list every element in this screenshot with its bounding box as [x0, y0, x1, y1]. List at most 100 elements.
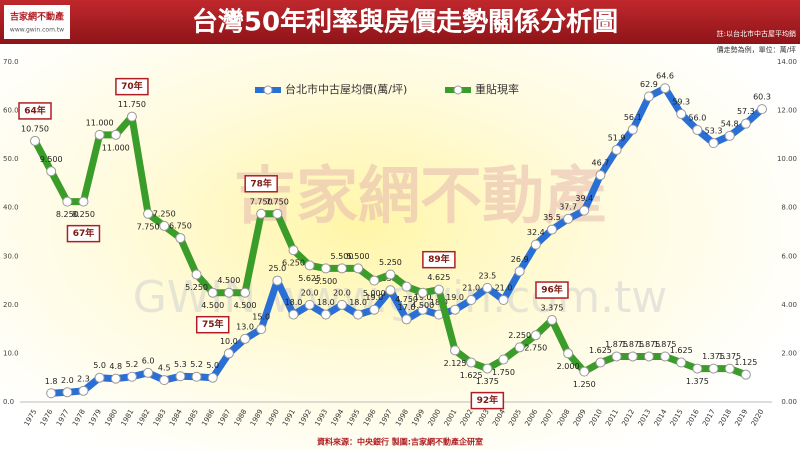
- value-label: 7.750: [266, 197, 289, 206]
- title-bar: [0, 0, 800, 44]
- value-label: 15.0: [252, 313, 270, 322]
- point: [757, 104, 767, 115]
- legend-label: 重貼現率: [475, 82, 519, 96]
- value-label: 56.1: [624, 113, 642, 122]
- point: [94, 129, 105, 140]
- value-label: 5.500: [331, 252, 354, 261]
- value-label: 25.0: [268, 264, 286, 273]
- point: [611, 351, 622, 362]
- value-label: 17.0: [398, 303, 416, 312]
- point: [643, 351, 654, 362]
- point: [466, 295, 477, 305]
- value-label: 23.5: [478, 271, 496, 280]
- legend-marker: [453, 85, 463, 95]
- value-label: 11.000: [102, 143, 130, 152]
- point: [482, 282, 493, 293]
- annotation-box: [66, 224, 101, 243]
- point: [660, 351, 671, 362]
- point: [579, 205, 590, 216]
- point: [175, 371, 186, 382]
- point: [482, 363, 493, 374]
- value-label: 1.625: [460, 371, 483, 380]
- value-label: 4.625: [427, 273, 450, 282]
- annotation: 70年: [121, 80, 143, 92]
- y-tick-label: 20.0: [3, 301, 19, 309]
- y-tick-label: 30.0: [3, 252, 19, 260]
- point: [126, 111, 137, 122]
- annotation-box: [115, 77, 149, 96]
- value-label: 4.750: [395, 295, 418, 304]
- point: [126, 371, 137, 382]
- point: [110, 129, 121, 140]
- value-label: 1.250: [573, 380, 596, 389]
- value-label: 7.250: [153, 209, 176, 218]
- point: [708, 138, 719, 149]
- value-label: 60.3: [753, 93, 771, 102]
- value-label: 57.3: [737, 107, 755, 116]
- point: [417, 304, 428, 315]
- point: [433, 284, 444, 295]
- point: [46, 388, 57, 399]
- y-tick-label: 70.0: [3, 58, 19, 66]
- value-label: 1.625: [670, 346, 693, 355]
- point: [207, 287, 218, 298]
- point: [530, 239, 541, 250]
- value-label: 19.0: [365, 293, 383, 302]
- point: [385, 285, 396, 296]
- value-label: 1.375: [718, 352, 741, 361]
- point: [191, 269, 202, 280]
- point: [611, 144, 622, 155]
- value-label: 2.125: [444, 359, 467, 368]
- value-label: 10.0: [220, 337, 238, 346]
- annotation-box: [195, 315, 230, 334]
- value-label: 2.0: [61, 376, 74, 385]
- value-label: 18.0: [317, 298, 335, 307]
- point: [417, 287, 428, 298]
- point: [30, 135, 40, 146]
- annotation: 64年: [24, 104, 46, 116]
- value-label: 4.500: [411, 301, 434, 310]
- point: [369, 304, 380, 315]
- value-label: 1.375: [686, 377, 709, 386]
- point: [385, 269, 396, 280]
- value-label: 1.375: [702, 352, 725, 361]
- value-label: 5.0: [93, 361, 106, 370]
- value-label: 18.0: [285, 298, 303, 307]
- value-label: 21.0: [495, 284, 513, 293]
- value-label: 1.625: [589, 346, 612, 355]
- value-label: 1.750: [492, 368, 515, 377]
- legend-label: 台北市中古屋均價(萬/坪): [285, 82, 407, 96]
- point: [304, 260, 315, 271]
- point: [353, 263, 364, 274]
- value-label: 1.875: [654, 340, 677, 349]
- value-label: 7.750: [137, 222, 160, 231]
- point: [514, 342, 525, 353]
- point: [336, 299, 347, 310]
- point: [530, 330, 541, 341]
- point: [627, 124, 638, 135]
- point: [207, 372, 218, 383]
- point: [627, 351, 638, 362]
- value-label: 2.3: [77, 374, 90, 383]
- value-label: 8.250: [56, 210, 79, 219]
- point: [256, 208, 267, 219]
- point: [450, 304, 461, 315]
- value-label: 13.0: [236, 322, 254, 331]
- point: [676, 108, 687, 119]
- value-label: 6.250: [282, 259, 305, 268]
- point: [498, 354, 509, 365]
- point: [595, 170, 606, 181]
- logo: 吉家網不動產: [10, 11, 64, 23]
- value-label: 9.500: [40, 155, 63, 164]
- value-label: 5.0: [206, 361, 219, 370]
- y-tick-label: 60.0: [3, 107, 19, 115]
- point: [740, 369, 751, 380]
- y2-tick-label: 10.00: [777, 155, 797, 163]
- point: [175, 233, 186, 244]
- value-label: 54.8: [721, 119, 739, 128]
- value-label: 5.250: [379, 258, 402, 267]
- point: [288, 245, 299, 256]
- value-label: 1.875: [621, 340, 644, 349]
- point: [240, 287, 251, 298]
